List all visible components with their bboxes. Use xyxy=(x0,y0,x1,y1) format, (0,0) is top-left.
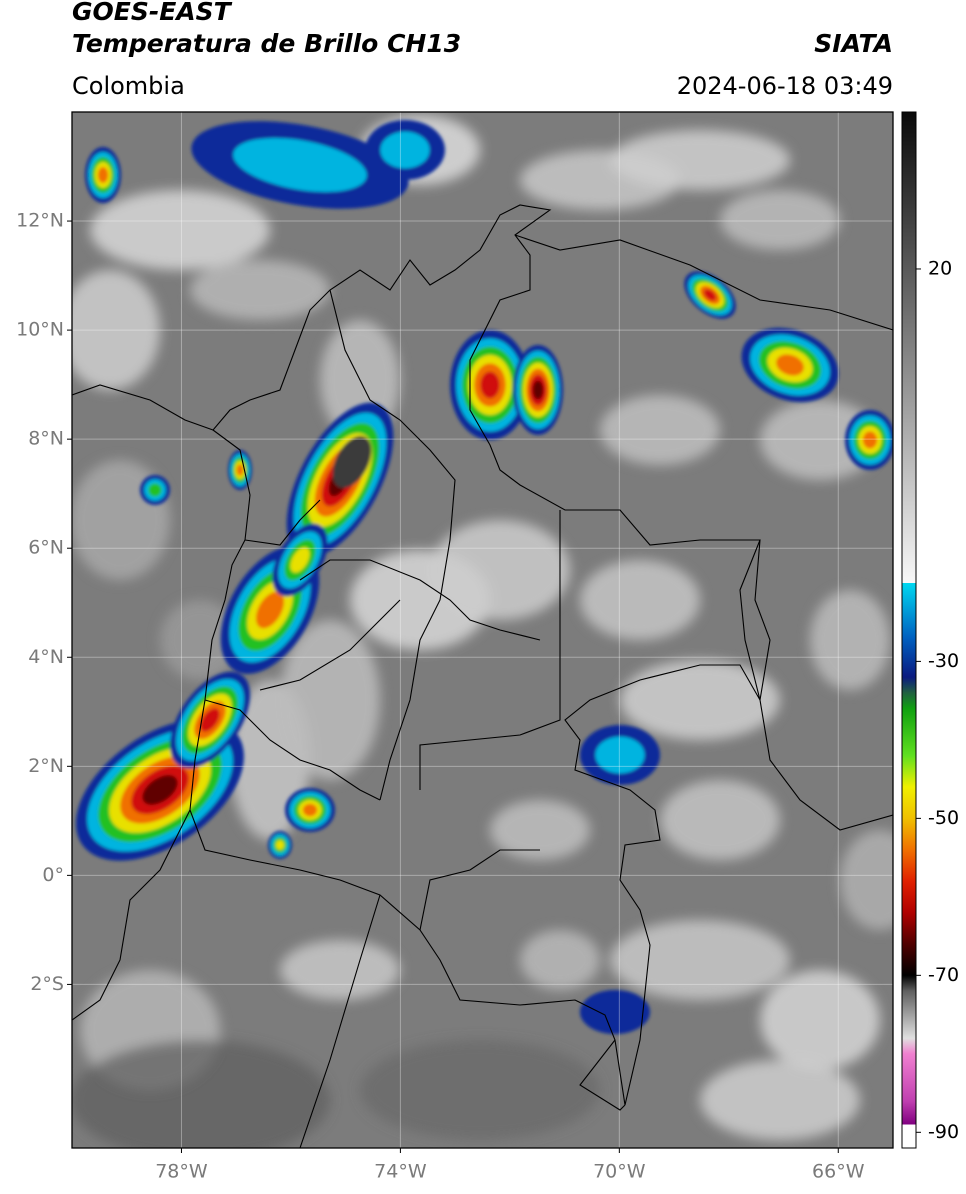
y-tick-label: 2°S xyxy=(30,973,64,995)
cloud xyxy=(760,970,880,1070)
cloud xyxy=(610,920,790,1000)
x-tick-label: 70°W xyxy=(593,1161,646,1183)
storm-layer xyxy=(380,131,430,169)
storm-layer xyxy=(776,354,804,376)
map-axes: 78°W 74°W 70°W 66°W 2°S 0° 2°N 4°N 6°N 8°N 10°N 12°… xyxy=(16,210,865,1183)
storm-layer xyxy=(480,371,500,399)
storm-layer xyxy=(580,990,650,1034)
cloud xyxy=(580,560,700,640)
colorbar-tick-label: -30 xyxy=(928,650,959,672)
x-tick-label: 66°W xyxy=(812,1161,865,1183)
cloud xyxy=(760,400,880,480)
dark-region xyxy=(360,1040,600,1140)
cloud xyxy=(620,660,780,740)
storm-layer xyxy=(233,138,367,192)
colorbar-tick-label: -50 xyxy=(928,807,959,829)
y-tick-label: 8°N xyxy=(28,428,64,450)
cloud xyxy=(720,190,840,250)
source: SIATA xyxy=(814,29,893,58)
cloud xyxy=(490,800,590,860)
storm-layer xyxy=(275,840,285,850)
storm-cells xyxy=(76,120,893,1034)
region: Colombia xyxy=(72,72,185,100)
y-tick-label: 10°N xyxy=(16,319,64,341)
cloud xyxy=(600,395,720,465)
colorbar-fill xyxy=(902,112,916,1148)
cloud xyxy=(160,600,240,680)
storm-core xyxy=(332,436,372,488)
colorbar-frame xyxy=(901,111,917,1149)
storm-layer xyxy=(595,736,645,774)
colorbar-tick-label: 20 xyxy=(928,257,952,279)
datetime: 2024-06-18 03:49 xyxy=(677,72,893,100)
storm-layer xyxy=(142,775,178,805)
y-tick-label: 6°N xyxy=(28,537,64,559)
cloud xyxy=(90,190,270,270)
y-tick-label: 2°N xyxy=(28,755,64,777)
map-image xyxy=(72,112,893,1148)
subtitle: Temperatura de Brillo CH13 xyxy=(72,29,461,58)
map-frame xyxy=(71,111,894,1149)
cloud xyxy=(700,1060,860,1140)
x-tick-label: 78°W xyxy=(155,1161,208,1183)
storm-layer xyxy=(703,289,717,301)
cloud xyxy=(840,830,893,930)
storm-layer xyxy=(302,803,318,817)
colorbar-tick-label: -70 xyxy=(928,964,959,986)
storm-layer xyxy=(148,483,162,497)
y-tick-label: 12°N xyxy=(16,210,64,232)
storm-layer xyxy=(862,431,878,449)
storm-layer xyxy=(97,167,109,183)
title: GOES-EAST xyxy=(72,0,233,26)
colorbar: -90 -70 -50 -30 20 xyxy=(901,111,959,1149)
cloud xyxy=(520,930,600,990)
storm-layer xyxy=(200,708,220,732)
x-tick-label: 74°W xyxy=(374,1161,427,1183)
storm-layer xyxy=(290,547,310,573)
cloud xyxy=(72,270,160,390)
cloud xyxy=(190,260,330,320)
storm-layer xyxy=(532,380,544,400)
grid xyxy=(72,112,893,1148)
cloud xyxy=(280,940,400,1000)
cloud-field xyxy=(72,115,893,1148)
cloud xyxy=(430,520,570,620)
storm-layer xyxy=(236,464,244,476)
cloud xyxy=(660,780,780,860)
y-tick-label: 4°N xyxy=(28,646,64,668)
storm-layer xyxy=(255,591,285,629)
cloud xyxy=(280,620,380,780)
cloud xyxy=(810,590,890,690)
cloud xyxy=(610,130,790,190)
borders xyxy=(72,204,893,1148)
y-tick-label: 0° xyxy=(42,864,64,886)
dark-region xyxy=(72,1040,330,1148)
colorbar-tick-label: -90 xyxy=(928,1121,959,1143)
